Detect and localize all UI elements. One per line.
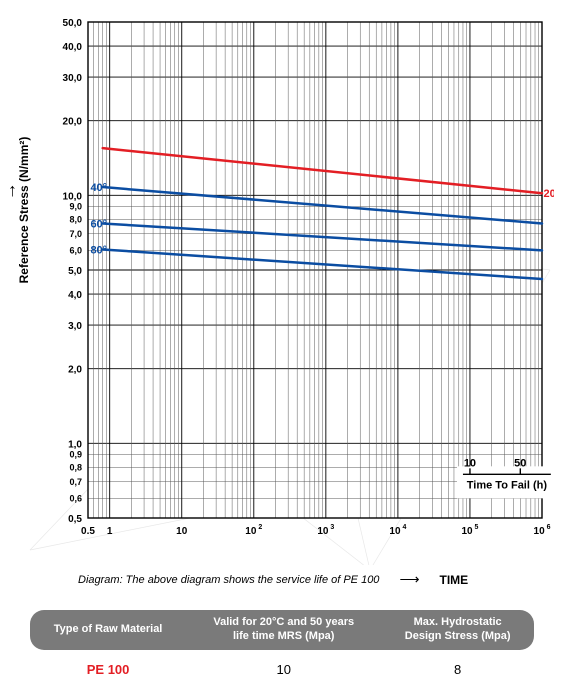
chart-svg: 0,5 1,0 2,0 3,0 4,0 5,0 10,0 20,0 30,0 40,0 50,0 0,… bbox=[10, 10, 554, 565]
svg-text:Reference Stress (N/mm²): Reference Stress (N/mm²) bbox=[17, 137, 31, 284]
material-table-wrap: Type of Raw Material Valid for 20°C and … bbox=[10, 610, 554, 689]
svg-text:20,0: 20,0 bbox=[63, 117, 83, 128]
svg-text:8,0: 8,0 bbox=[69, 214, 82, 224]
svg-text:20°: 20° bbox=[544, 188, 554, 200]
svg-text:0,6: 0,6 bbox=[69, 493, 82, 503]
svg-text:9,0: 9,0 bbox=[69, 202, 82, 212]
svg-text:80°: 80° bbox=[90, 244, 107, 256]
svg-text:10 3: 10 3 bbox=[317, 524, 334, 537]
svg-text:30,0: 30,0 bbox=[63, 73, 83, 84]
chart-caption: Diagram: The above diagram shows the ser… bbox=[78, 574, 379, 586]
svg-text:10: 10 bbox=[464, 457, 476, 469]
time-axis-label: TIME bbox=[440, 573, 469, 587]
svg-text:10: 10 bbox=[176, 526, 188, 537]
time-arrow-icon: ⟶ bbox=[399, 571, 419, 588]
yaxis-arrow-icon: ↑ bbox=[8, 180, 17, 201]
svg-text:5,0: 5,0 bbox=[68, 266, 82, 277]
svg-text:1: 1 bbox=[107, 526, 113, 537]
col-design: Max. Hydrostatic Design Stress (Mpa) bbox=[381, 610, 534, 650]
svg-text:10 4: 10 4 bbox=[389, 524, 406, 537]
svg-text:10 5: 10 5 bbox=[461, 524, 478, 537]
stress-chart: ↑ 0,5 1,0 2,0 3,0 4,0 5,0 10,0 20,0 30,0 40,0 50,0… bbox=[10, 10, 554, 565]
svg-text:10,0: 10,0 bbox=[63, 191, 83, 202]
svg-text:50,0: 50,0 bbox=[63, 18, 83, 29]
svg-text:10 2: 10 2 bbox=[245, 524, 262, 537]
svg-text:10 6: 10 6 bbox=[534, 524, 551, 537]
svg-text:Time To Fail (h): Time To Fail (h) bbox=[467, 479, 548, 491]
col-material: Type of Raw Material bbox=[30, 610, 186, 650]
chart-caption-row: Diagram: The above diagram shows the ser… bbox=[10, 565, 554, 588]
svg-text:60°: 60° bbox=[90, 218, 107, 230]
svg-text:0,5: 0,5 bbox=[68, 514, 82, 525]
svg-text:0,8: 0,8 bbox=[69, 462, 82, 472]
svg-text:0,9: 0,9 bbox=[69, 450, 82, 460]
svg-text:4,0: 4,0 bbox=[68, 290, 82, 301]
table-header-row: Type of Raw Material Valid for 20°C and … bbox=[30, 610, 534, 650]
col-mrs: Valid for 20°C and 50 years life time MR… bbox=[186, 610, 381, 650]
svg-text:3,0: 3,0 bbox=[68, 321, 82, 332]
svg-text:7,0: 7,0 bbox=[69, 229, 82, 239]
svg-text:40,0: 40,0 bbox=[63, 42, 83, 53]
svg-text:2,0: 2,0 bbox=[68, 365, 82, 376]
svg-text:0,7: 0,7 bbox=[69, 477, 82, 487]
svg-text:50: 50 bbox=[514, 457, 526, 469]
svg-text:40°: 40° bbox=[90, 182, 107, 194]
material-table: Type of Raw Material Valid for 20°C and … bbox=[30, 610, 534, 689]
svg-text:6,0: 6,0 bbox=[69, 245, 82, 255]
svg-text:0.5: 0.5 bbox=[81, 526, 95, 537]
svg-text:1,0: 1,0 bbox=[68, 439, 82, 450]
